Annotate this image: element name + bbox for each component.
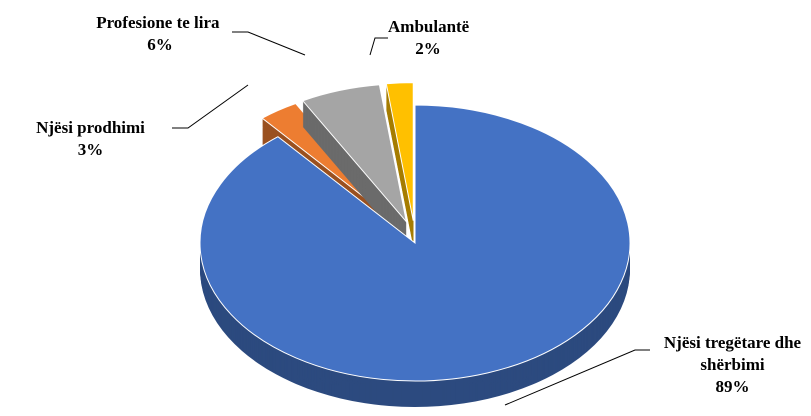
leader-line bbox=[369, 37, 388, 56]
slice bbox=[385, 82, 414, 221]
leader-lines bbox=[172, 31, 650, 406]
slices bbox=[199, 82, 631, 407]
label-name: Njësi tregëtare dhe shërbimi bbox=[663, 333, 802, 374]
label-value: 2% bbox=[415, 39, 441, 58]
label-name: Profesione te lira bbox=[96, 13, 220, 32]
label-value: 6% bbox=[147, 35, 173, 54]
data-label: Profesione te lira 6% bbox=[85, 12, 235, 56]
label-name: Ambulantë bbox=[388, 17, 470, 36]
leader-line bbox=[232, 31, 306, 56]
label-value: 89% bbox=[715, 377, 750, 396]
leader-line bbox=[172, 84, 249, 129]
label-value: 3% bbox=[77, 140, 104, 159]
slice-side bbox=[386, 83, 414, 247]
label-name: Njësi prodhimi bbox=[36, 118, 145, 137]
slice bbox=[199, 104, 631, 382]
leader-line bbox=[504, 349, 650, 406]
slice bbox=[301, 84, 408, 224]
data-label: Njësi prodhimi 3% bbox=[8, 117, 173, 161]
data-label: Ambulantë 2% bbox=[388, 16, 470, 60]
data-label: Njësi tregëtare dhe shërbimi 89% bbox=[655, 332, 810, 398]
